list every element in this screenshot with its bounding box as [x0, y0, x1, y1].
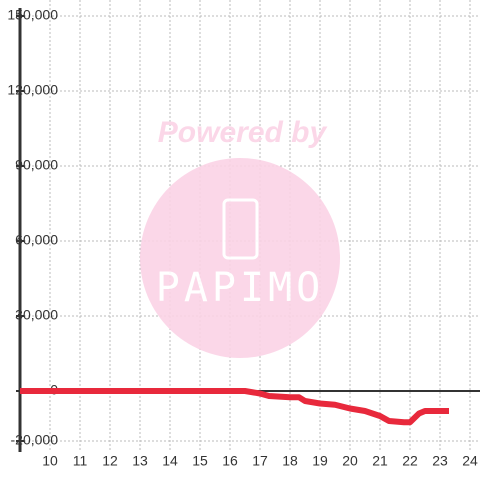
y-tick-label: 150,000 [7, 7, 58, 23]
x-tick-label: 19 [312, 453, 328, 469]
x-tick-label: 17 [252, 453, 268, 469]
x-tick-label: 23 [432, 453, 448, 469]
x-tick-label: 22 [402, 453, 418, 469]
x-tick-label: 11 [73, 453, 88, 469]
x-tick-label: 18 [282, 453, 298, 469]
watermark: Powered by PAPIMO [140, 116, 340, 358]
y-tick-label: 60,000 [15, 232, 58, 248]
watermark-logo: PAPIMO [156, 265, 325, 311]
x-tick-label: 12 [102, 453, 118, 469]
watermark-icon [222, 198, 259, 260]
x-tick-label: 21 [372, 453, 388, 469]
y-tick-label: 90,000 [15, 157, 58, 173]
y-tick-label: 120,000 [7, 82, 58, 98]
x-tick-label: 16 [222, 453, 238, 469]
x-tick-label: 20 [342, 453, 358, 469]
data-line [20, 388, 449, 426]
y-tick-label: -20,000 [11, 432, 59, 448]
x-tick-label: 10 [42, 453, 58, 469]
x-tick-label: 13 [132, 453, 148, 469]
y-tick-label: 30,000 [15, 307, 58, 323]
watermark-text: Powered by [158, 116, 328, 149]
x-tick-label: 24 [462, 453, 478, 469]
x-tick-label: 14 [162, 453, 178, 469]
x-tick-label: 15 [192, 453, 208, 469]
